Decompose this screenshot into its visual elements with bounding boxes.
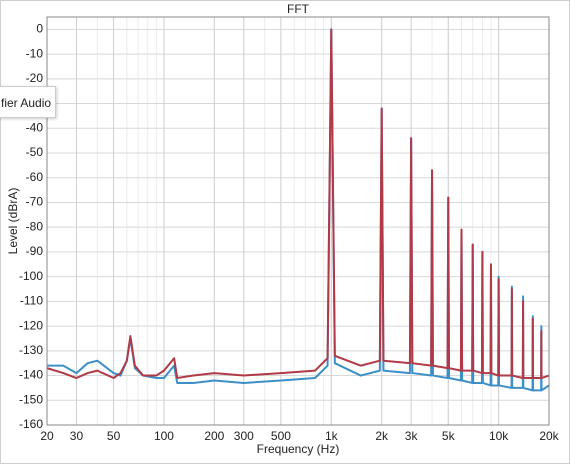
x-tick-label: 20: [40, 429, 54, 443]
y-tick-label: -80: [26, 219, 44, 233]
y-tick-label: -50: [26, 145, 44, 159]
y-tick-label: -130: [19, 343, 43, 357]
y-tick-label: -120: [19, 318, 43, 332]
y-tick-label: -90: [26, 244, 44, 258]
y-tick-label: -40: [26, 120, 44, 134]
x-tick-label: 5k: [442, 429, 456, 443]
y-tick-label: -60: [26, 170, 44, 184]
x-tick-label: 2k: [375, 429, 389, 443]
x-tick-label: 50: [107, 429, 121, 443]
x-tick-label: 100: [154, 429, 174, 443]
plot-area: [47, 17, 549, 425]
chart-title: FFT: [287, 2, 310, 16]
y-axis-title: Level (dBrA): [6, 188, 20, 255]
y-tick-label: -160: [19, 417, 43, 431]
series-line: [46, 28, 550, 380]
y-tick-label: -10: [26, 46, 44, 60]
x-tick-label: 200: [204, 429, 224, 443]
x-tick-label: 500: [271, 429, 291, 443]
y-tick-label: -150: [19, 392, 43, 406]
x-tick-label: 300: [234, 429, 254, 443]
x-axis-title: Frequency (Hz): [257, 442, 340, 456]
x-tick-label: 20k: [539, 429, 559, 443]
tooltip: fier Audio: [0, 86, 56, 118]
y-tick-label: -100: [19, 269, 43, 283]
x-tick-label: 1k: [325, 429, 339, 443]
y-tick-label: -140: [19, 368, 43, 382]
y-tick-label: -110: [20, 294, 43, 308]
plot-border: [46, 16, 550, 426]
x-tick-label: 3k: [405, 429, 419, 443]
y-tick-label: -70: [26, 195, 44, 209]
x-tick-label: 30: [70, 429, 84, 443]
y-tick-label: 0: [36, 22, 43, 36]
x-tick-label: 10k: [489, 429, 509, 443]
y-tick-label: -20: [26, 71, 44, 85]
